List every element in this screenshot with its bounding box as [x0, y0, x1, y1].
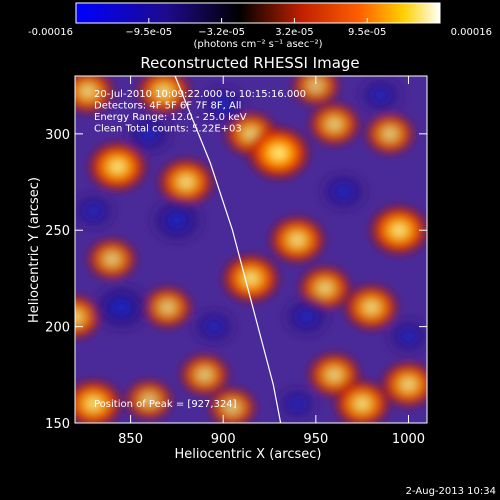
- heatmap-blob: [75, 76, 118, 117]
- heatmap-blob: [341, 281, 402, 333]
- x-axis-ticks: 850 900 950 1000: [118, 76, 425, 447]
- heatmap-blob: [205, 384, 260, 423]
- heatmap-blob: [244, 124, 313, 183]
- y-tick-label: 250: [45, 224, 70, 239]
- heatmap-blob: [75, 188, 120, 234]
- x-tick-label: 1000: [392, 432, 425, 447]
- heatmap-blob: [362, 110, 418, 158]
- x-axis-label: Heliocentric X (arcsec): [175, 447, 322, 462]
- y-axis-label: Heliocentric Y (arcsec): [27, 177, 42, 323]
- heatmap-image: [75, 76, 427, 423]
- heatmap-blob: [219, 251, 283, 306]
- y-tick-label: 150: [45, 417, 70, 432]
- heatmap-blob: [354, 76, 407, 118]
- colorbar-tick-label: −9.5e-05: [125, 27, 172, 38]
- heatmap-blob: [272, 382, 322, 423]
- heatmap-blob: [378, 358, 427, 410]
- y-axis-ticks: 150 200 250 300: [45, 128, 427, 432]
- footer-date: 2-Aug-2013 10:34: [406, 486, 496, 497]
- annotation-block: 20-Jul-2010 10:09:22.000 to 10:15:16.000…: [94, 89, 306, 135]
- annotation-line: Detectors: 4F 5F 6F 7F 8F, All: [94, 101, 241, 112]
- heatmap-blob: [88, 279, 154, 335]
- x-tick-label: 850: [118, 432, 143, 447]
- heatmap-blob: [187, 304, 240, 349]
- peak-position-label: Position of Peak = [927,324]: [94, 399, 237, 410]
- colorbar-tick-label: -0.00016: [28, 27, 73, 38]
- colorbar-tick-label: 3.2e-05: [275, 27, 313, 38]
- heatmap-blob: [266, 213, 329, 267]
- heatmap-blob: [382, 314, 427, 359]
- heatmap-blob: [278, 293, 335, 341]
- solar-limb-line: [174, 76, 282, 423]
- colorbar-tick-label: 0.00016: [451, 27, 492, 38]
- heatmap-blob: [366, 202, 427, 258]
- heatmap-blob: [316, 168, 372, 216]
- colorbar-ticks: -0.00016 −9.5e-05 −3.2e-05 3.2e-05 9.5e-05 0.…: [28, 18, 492, 38]
- annotation-line: Clean Total counts: 5.22E+03: [94, 124, 242, 135]
- colorbar-unit-label: (photons cm⁻² s⁻¹ asec⁻²): [193, 39, 322, 50]
- colorbar-tick-label: −3.2e-05: [198, 27, 245, 38]
- heatmap-blob: [121, 110, 177, 158]
- heatmap-blob: [195, 81, 251, 129]
- heatmap-blob: [289, 76, 343, 109]
- y-tick-label: 200: [45, 321, 70, 336]
- heatmap-blob: [84, 235, 140, 283]
- x-tick-label: 950: [303, 432, 328, 447]
- x-tick-label: 900: [211, 432, 236, 447]
- y-tick-label: 300: [45, 128, 70, 143]
- heatmap-blob: [122, 377, 176, 423]
- colorbar-tick-label: 9.5e-05: [348, 27, 386, 38]
- heatmap-blob: [75, 376, 126, 423]
- heatmap-blob: [140, 283, 196, 331]
- colorbar: [75, 2, 441, 24]
- heatmap-blob: [331, 377, 393, 423]
- chart-title: Reconstructed RHESSI Image: [140, 54, 359, 72]
- annotation-line: 20-Jul-2010 10:09:22.000 to 10:15:16.000: [94, 89, 306, 100]
- heatmap-blob: [305, 100, 363, 149]
- plot-frame: [74, 75, 428, 424]
- heatmap-blob: [177, 351, 233, 399]
- heatmap-blob: [146, 194, 208, 247]
- annotation-line: Energy Range: 12.0 - 25.0 keV: [94, 112, 247, 123]
